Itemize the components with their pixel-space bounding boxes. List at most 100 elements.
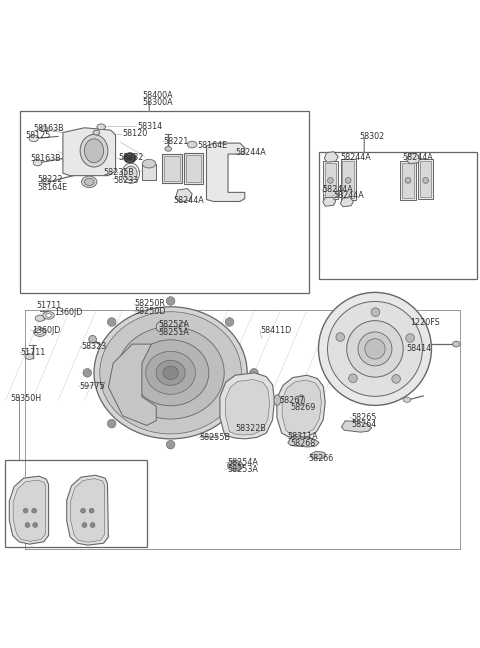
- Circle shape: [348, 374, 357, 382]
- Ellipse shape: [143, 159, 156, 168]
- Ellipse shape: [117, 327, 224, 419]
- Text: 58252A: 58252A: [158, 321, 190, 329]
- Text: 58322B: 58322B: [235, 424, 266, 434]
- Ellipse shape: [82, 176, 97, 187]
- Text: 58314: 58314: [137, 122, 162, 131]
- Ellipse shape: [42, 178, 50, 185]
- Polygon shape: [220, 373, 275, 439]
- Circle shape: [90, 523, 95, 527]
- Circle shape: [358, 332, 392, 366]
- Bar: [162, 154, 181, 183]
- Bar: [186, 155, 201, 182]
- Ellipse shape: [25, 354, 34, 360]
- Polygon shape: [108, 344, 156, 426]
- Bar: [20, 111, 310, 293]
- Text: 58411D: 58411D: [261, 326, 292, 335]
- Text: 58264: 58264: [351, 419, 376, 428]
- Text: 58163B: 58163B: [31, 154, 61, 163]
- Bar: [418, 159, 433, 198]
- Text: 58400A: 58400A: [142, 91, 172, 100]
- Text: 51711: 51711: [36, 301, 62, 310]
- Ellipse shape: [156, 360, 185, 386]
- Ellipse shape: [43, 312, 54, 319]
- Polygon shape: [311, 451, 326, 459]
- Circle shape: [371, 308, 380, 316]
- Text: 58265: 58265: [351, 413, 376, 422]
- Ellipse shape: [37, 330, 43, 334]
- Text: 59775: 59775: [80, 382, 105, 391]
- Ellipse shape: [156, 322, 163, 332]
- Text: 58232: 58232: [118, 154, 144, 163]
- Text: 58350H: 58350H: [10, 394, 41, 402]
- Ellipse shape: [298, 395, 305, 406]
- Text: 58414: 58414: [407, 344, 432, 353]
- Text: 58164E: 58164E: [197, 141, 227, 150]
- Circle shape: [89, 336, 96, 343]
- Bar: [142, 164, 156, 180]
- Text: 58244A: 58244A: [323, 185, 353, 194]
- Circle shape: [405, 178, 411, 183]
- Circle shape: [225, 419, 234, 428]
- Ellipse shape: [403, 397, 411, 402]
- Text: 58266: 58266: [309, 454, 334, 463]
- Circle shape: [108, 318, 116, 327]
- Circle shape: [89, 508, 94, 513]
- Bar: [323, 161, 338, 198]
- Ellipse shape: [80, 135, 108, 167]
- Text: 58244A: 58244A: [340, 153, 371, 162]
- Circle shape: [336, 332, 345, 341]
- Circle shape: [327, 301, 422, 397]
- Polygon shape: [13, 480, 46, 541]
- Circle shape: [250, 369, 258, 377]
- Bar: [324, 163, 336, 197]
- Circle shape: [392, 375, 400, 383]
- Circle shape: [33, 523, 37, 527]
- Ellipse shape: [124, 153, 136, 163]
- Text: 58254A: 58254A: [227, 458, 258, 467]
- Circle shape: [25, 523, 30, 527]
- Ellipse shape: [40, 126, 48, 132]
- Ellipse shape: [126, 154, 134, 161]
- Text: 58244A: 58244A: [333, 191, 364, 200]
- Polygon shape: [175, 189, 192, 202]
- Text: 58311A: 58311A: [288, 432, 319, 441]
- Text: 58250D: 58250D: [135, 307, 166, 316]
- Text: 58244A: 58244A: [235, 148, 266, 157]
- Polygon shape: [277, 375, 325, 438]
- Ellipse shape: [84, 139, 104, 163]
- Circle shape: [32, 508, 36, 513]
- Circle shape: [365, 339, 385, 359]
- Circle shape: [225, 318, 234, 327]
- Circle shape: [23, 508, 28, 513]
- Polygon shape: [340, 198, 353, 207]
- Text: 58300A: 58300A: [142, 98, 172, 108]
- Ellipse shape: [179, 322, 186, 332]
- Polygon shape: [323, 197, 336, 206]
- Ellipse shape: [125, 166, 137, 180]
- Ellipse shape: [228, 461, 243, 471]
- Polygon shape: [67, 475, 108, 545]
- Polygon shape: [9, 476, 48, 544]
- Text: 58222: 58222: [37, 175, 63, 184]
- Text: 1360JD: 1360JD: [32, 326, 60, 335]
- Ellipse shape: [46, 314, 51, 318]
- Polygon shape: [71, 479, 105, 542]
- Polygon shape: [63, 128, 116, 176]
- Circle shape: [319, 292, 432, 406]
- Bar: [159, 324, 182, 330]
- Ellipse shape: [132, 340, 209, 406]
- Bar: [277, 395, 301, 406]
- Circle shape: [83, 369, 92, 377]
- Circle shape: [166, 441, 175, 449]
- Circle shape: [81, 508, 85, 513]
- Ellipse shape: [93, 130, 100, 135]
- Ellipse shape: [274, 395, 281, 406]
- Circle shape: [108, 419, 116, 428]
- Circle shape: [423, 178, 429, 183]
- Text: 58251A: 58251A: [158, 328, 190, 337]
- Polygon shape: [206, 143, 245, 202]
- Text: 51711: 51711: [21, 348, 46, 357]
- Bar: [402, 163, 414, 198]
- Circle shape: [406, 334, 414, 342]
- Polygon shape: [407, 153, 420, 164]
